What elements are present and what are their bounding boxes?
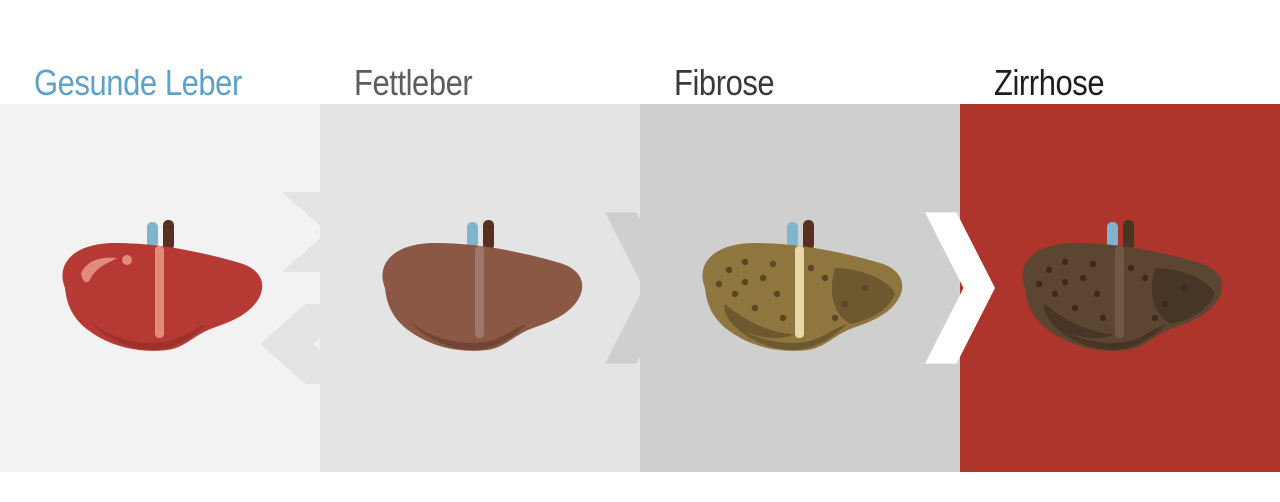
liver-icon: [1005, 208, 1235, 368]
stage-label: Zirrhose: [994, 62, 1104, 104]
stage-header-row: Gesunde Leber Fettleber Fibrose Zirrhose: [0, 44, 1280, 104]
stage-panel-gesunde: [0, 104, 320, 472]
stage-panel-fettleber: [320, 104, 640, 472]
stage-header-fettleber: Fettleber: [320, 44, 640, 104]
stage-header-fibrose: Fibrose: [640, 44, 960, 104]
stage-header-gesunde: Gesunde Leber: [0, 44, 320, 104]
liver-icon: [685, 208, 915, 368]
stage-panel-fibrose: [640, 104, 960, 472]
stage-label: Gesunde Leber: [34, 62, 242, 104]
stage-label: Fettleber: [354, 62, 472, 104]
liver-progression-infographic: Gesunde Leber Fettleber Fibrose Zirrhose: [0, 0, 1280, 502]
stage-panels-row: [0, 104, 1280, 472]
liver-icon: [45, 208, 275, 368]
liver-icon: [365, 208, 595, 368]
stage-label: Fibrose: [674, 62, 774, 104]
stage-panel-zirrhose: [960, 104, 1280, 472]
stage-header-zirrhose: Zirrhose: [960, 44, 1280, 104]
